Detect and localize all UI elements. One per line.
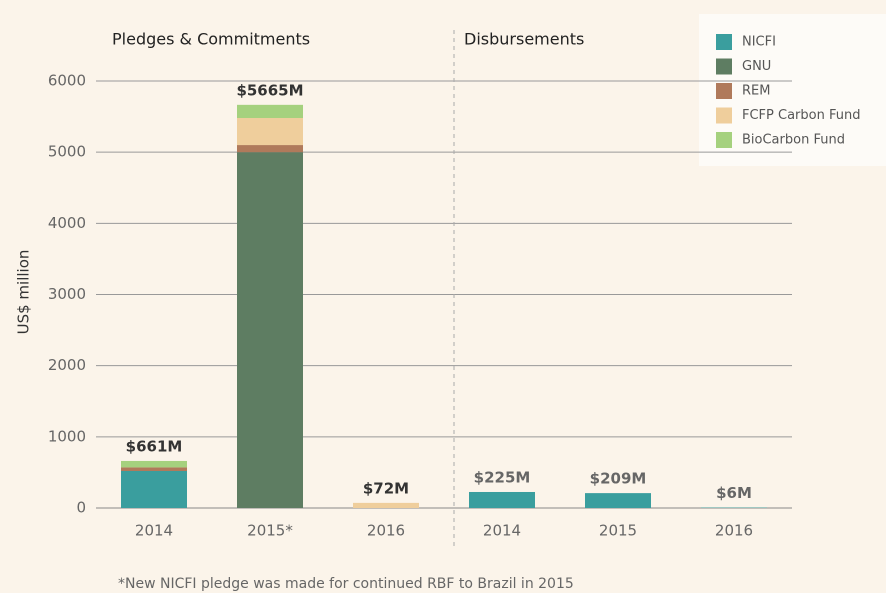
x-tick-label: 2016 xyxy=(367,522,405,540)
y-axis-label: US$ million xyxy=(15,250,33,335)
legend-label: REM xyxy=(742,84,770,99)
legend-swatch xyxy=(716,132,732,148)
group-title: Pledges & Commitments xyxy=(112,30,310,49)
x-tick-label: 2014 xyxy=(135,522,173,540)
legend-label: NICFI xyxy=(742,35,776,50)
total-label: $225M xyxy=(474,468,531,486)
bar-segment xyxy=(585,493,651,508)
total-label: $72M xyxy=(363,479,409,497)
bar-segment xyxy=(237,104,303,119)
y-tick-label: 1000 xyxy=(48,427,86,445)
y-tick-label: 0 xyxy=(76,499,86,517)
bar-segment xyxy=(353,502,419,508)
y-tick-label: 4000 xyxy=(48,214,86,232)
legend-swatch xyxy=(716,83,732,99)
bar-segment xyxy=(237,118,303,146)
y-tick-label: 6000 xyxy=(48,72,86,90)
y-tick-label: 2000 xyxy=(48,356,86,374)
x-tick-label: 2016 xyxy=(715,522,753,540)
bar-segment xyxy=(121,470,187,508)
total-label: $5665M xyxy=(236,81,303,99)
bar-segment xyxy=(121,467,187,471)
legend-swatch xyxy=(716,58,732,75)
y-tick-label: 3000 xyxy=(48,285,86,303)
y-tick-label: 5000 xyxy=(48,143,86,161)
total-label: $661M xyxy=(126,437,183,455)
legend-swatch xyxy=(716,107,732,124)
legend-label: GNU xyxy=(742,59,771,74)
x-tick-label: 2014 xyxy=(483,522,521,540)
group-title: Disbursements xyxy=(464,30,584,49)
total-label: $6M xyxy=(716,484,752,502)
footnote: *New NICFI pledge was made for continued… xyxy=(118,576,574,592)
bar-segment xyxy=(469,491,535,508)
legend-label: FCFP Carbon Fund xyxy=(742,108,860,123)
bar-segment xyxy=(237,152,303,508)
x-tick-label: 2015 xyxy=(599,522,637,540)
legend-swatch xyxy=(716,34,732,50)
bar-segment xyxy=(237,145,303,153)
bar-segment xyxy=(121,460,187,468)
x-tick-label: 2015* xyxy=(247,522,293,540)
legend-label: BioCarbon Fund xyxy=(742,133,845,148)
total-label: $209M xyxy=(590,470,647,488)
